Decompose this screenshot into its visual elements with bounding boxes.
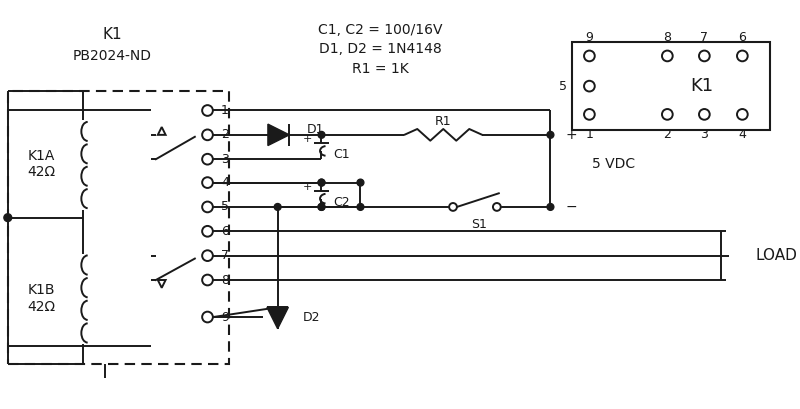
Circle shape bbox=[357, 204, 364, 210]
Text: K1: K1 bbox=[690, 77, 713, 95]
Text: 3: 3 bbox=[701, 128, 708, 142]
Circle shape bbox=[662, 109, 673, 120]
Text: −: − bbox=[565, 200, 577, 214]
Text: R1 = 1K: R1 = 1K bbox=[351, 62, 408, 76]
Circle shape bbox=[202, 154, 213, 164]
Circle shape bbox=[318, 179, 325, 186]
Circle shape bbox=[202, 130, 213, 140]
Circle shape bbox=[737, 109, 748, 120]
Text: 1: 1 bbox=[586, 128, 594, 142]
Circle shape bbox=[202, 202, 213, 212]
Text: 8: 8 bbox=[221, 274, 229, 286]
Circle shape bbox=[699, 51, 710, 61]
Text: 5 VDC: 5 VDC bbox=[592, 157, 635, 171]
Circle shape bbox=[318, 179, 325, 186]
Text: R1: R1 bbox=[435, 115, 451, 128]
Text: 3: 3 bbox=[221, 153, 229, 166]
Circle shape bbox=[584, 81, 594, 92]
Text: C1, C2 = 100/16V: C1, C2 = 100/16V bbox=[318, 22, 442, 37]
Circle shape bbox=[449, 203, 457, 211]
Text: 6: 6 bbox=[738, 31, 746, 44]
Text: +: + bbox=[565, 128, 577, 142]
Circle shape bbox=[318, 131, 325, 138]
Circle shape bbox=[202, 226, 213, 237]
Circle shape bbox=[202, 177, 213, 188]
Circle shape bbox=[584, 109, 594, 120]
Text: D1: D1 bbox=[307, 124, 324, 137]
Circle shape bbox=[357, 179, 364, 186]
Circle shape bbox=[493, 203, 501, 211]
Text: 8: 8 bbox=[663, 31, 671, 44]
Text: D1, D2 = 1N4148: D1, D2 = 1N4148 bbox=[318, 42, 442, 56]
Text: D2: D2 bbox=[303, 312, 321, 324]
Text: PB2024-ND: PB2024-ND bbox=[73, 49, 151, 63]
Text: 9: 9 bbox=[586, 31, 594, 44]
Text: 7: 7 bbox=[221, 249, 229, 262]
Text: LOAD: LOAD bbox=[755, 248, 797, 263]
Text: 5: 5 bbox=[559, 80, 567, 92]
Circle shape bbox=[699, 109, 710, 120]
Polygon shape bbox=[267, 307, 288, 329]
Circle shape bbox=[202, 312, 213, 322]
Text: 2: 2 bbox=[221, 128, 229, 142]
Circle shape bbox=[274, 204, 281, 210]
Text: C1: C1 bbox=[333, 148, 350, 161]
Bar bbox=[572, 42, 770, 130]
Text: K1: K1 bbox=[102, 27, 122, 42]
Text: +: + bbox=[303, 134, 313, 144]
Text: 1: 1 bbox=[221, 104, 229, 117]
Circle shape bbox=[202, 250, 213, 261]
Text: C2: C2 bbox=[333, 196, 350, 209]
Circle shape bbox=[4, 214, 12, 222]
Circle shape bbox=[584, 51, 594, 61]
Text: +: + bbox=[303, 182, 313, 192]
Text: S1: S1 bbox=[471, 218, 487, 231]
Text: 5: 5 bbox=[221, 200, 229, 213]
Circle shape bbox=[202, 275, 213, 285]
Circle shape bbox=[737, 51, 748, 61]
Polygon shape bbox=[268, 124, 290, 146]
Circle shape bbox=[318, 204, 325, 210]
Text: 2: 2 bbox=[663, 128, 671, 142]
Text: 4: 4 bbox=[221, 176, 229, 189]
Text: 7: 7 bbox=[700, 31, 708, 44]
Text: K1A
42Ω: K1A 42Ω bbox=[27, 149, 55, 179]
Circle shape bbox=[662, 51, 673, 61]
Text: K1B
42Ω: K1B 42Ω bbox=[27, 283, 55, 314]
Text: 4: 4 bbox=[738, 128, 746, 142]
Circle shape bbox=[547, 131, 554, 138]
Circle shape bbox=[202, 105, 213, 116]
Circle shape bbox=[547, 204, 554, 210]
Text: 9: 9 bbox=[221, 310, 229, 324]
Circle shape bbox=[318, 204, 325, 210]
Text: 6: 6 bbox=[221, 225, 229, 238]
